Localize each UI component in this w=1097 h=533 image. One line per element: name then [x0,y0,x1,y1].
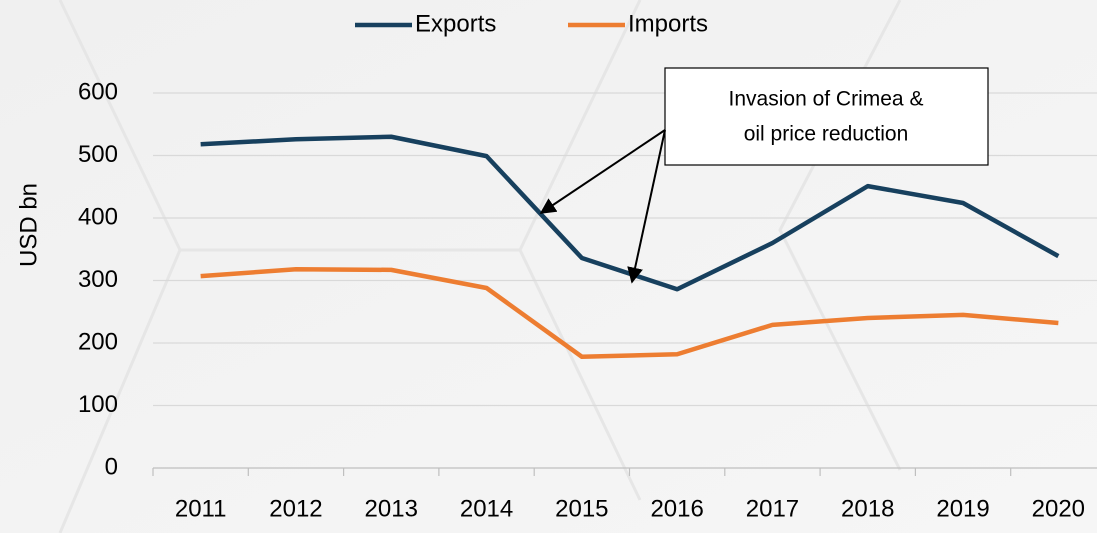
y-tick-label: 500 [78,141,118,168]
x-tick-label: 2012 [269,495,322,522]
x-tick-label: 2017 [746,495,799,522]
legend-label: Exports [415,10,496,37]
y-tick-label: 600 [78,78,118,105]
series-line [200,267,1059,359]
background-shapes [58,0,902,533]
x-tick-label: 2018 [841,495,894,522]
y-tick-label: 100 [78,391,118,418]
y-tick-label: 0 [105,453,118,480]
x-tick-label: 2014 [460,495,513,522]
y-tick-label: 400 [78,203,118,230]
x-tick-label: 2019 [936,495,989,522]
annotation-text: oil price reduction [744,123,909,146]
x-tick-label: 2015 [555,495,608,522]
y-tick-label: 300 [78,266,118,293]
y-tick-label: 200 [78,328,118,355]
annotation-text: Invasion of Crimea & [729,88,924,111]
annotation-box [664,67,989,166]
y-axis-label: USD bn [15,183,42,267]
annotation-arrow [627,129,666,284]
annotation-arrow [539,129,666,214]
x-tick-label: 2013 [365,495,418,522]
x-tick-label: 2020 [1032,495,1085,522]
x-tick-label: 2011 [175,495,227,522]
legend-label: Imports [628,10,708,37]
x-tick-label: 2016 [650,495,703,522]
